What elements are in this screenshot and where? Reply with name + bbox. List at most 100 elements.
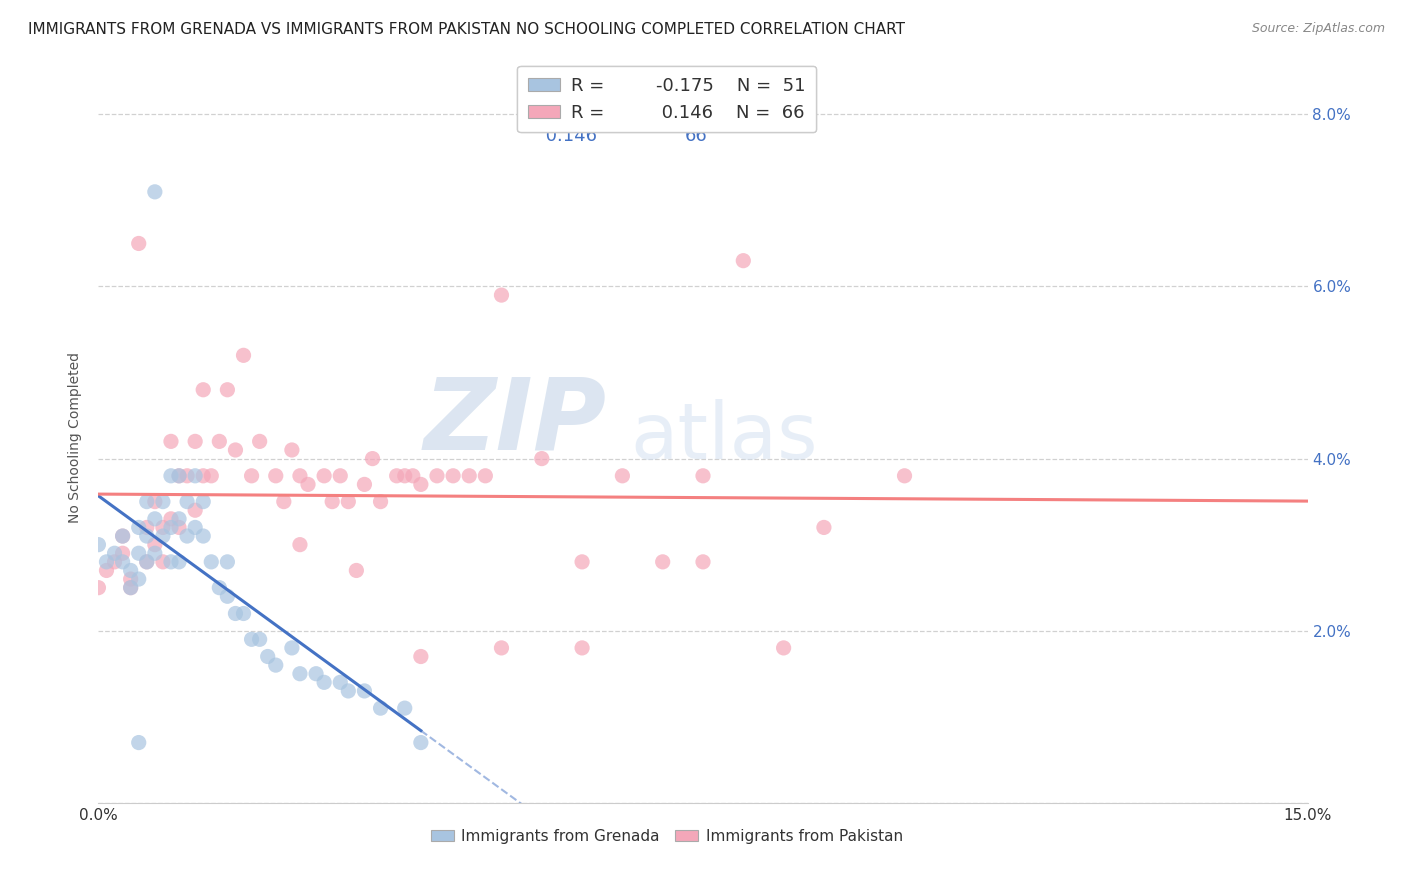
Point	[143, 494, 166, 508]
Point	[217, 589, 239, 603]
Point	[143, 538, 166, 552]
Point	[394, 701, 416, 715]
Point	[184, 503, 207, 517]
Point	[288, 538, 311, 552]
Point	[491, 640, 513, 655]
Point	[120, 564, 142, 578]
Point	[240, 468, 263, 483]
Point	[394, 468, 416, 483]
Point	[160, 520, 183, 534]
Point	[571, 555, 593, 569]
Point	[733, 253, 755, 268]
Point	[329, 675, 352, 690]
Point	[353, 477, 375, 491]
Point	[111, 555, 134, 569]
Point	[692, 468, 714, 483]
Point	[692, 555, 714, 569]
Point	[208, 434, 231, 449]
Point	[128, 735, 150, 749]
Point	[353, 684, 375, 698]
Point	[167, 520, 190, 534]
Point	[224, 442, 246, 457]
Point	[152, 529, 174, 543]
Point	[111, 529, 134, 543]
Point	[103, 555, 125, 569]
Text: Source: ZipAtlas.com: Source: ZipAtlas.com	[1251, 22, 1385, 36]
Point	[402, 468, 425, 483]
Point	[772, 640, 794, 655]
Text: -0.175: -0.175	[540, 95, 598, 112]
Point	[160, 555, 183, 569]
Point	[264, 658, 287, 673]
Point	[176, 468, 198, 483]
Point	[103, 546, 125, 560]
Point	[612, 468, 634, 483]
Point	[143, 546, 166, 560]
Point	[337, 684, 360, 698]
Point	[120, 581, 142, 595]
Point	[813, 520, 835, 534]
Point	[111, 546, 134, 560]
Point	[651, 555, 673, 569]
Point	[87, 538, 110, 552]
Point	[232, 348, 254, 362]
Point	[135, 520, 157, 534]
Point	[441, 468, 464, 483]
Point	[426, 468, 449, 483]
Point	[249, 434, 271, 449]
Point	[249, 632, 271, 647]
Point	[128, 546, 150, 560]
Point	[281, 640, 304, 655]
Point	[152, 494, 174, 508]
Point	[135, 555, 157, 569]
Point	[167, 468, 190, 483]
Point	[152, 520, 174, 534]
Text: atlas: atlas	[630, 399, 818, 475]
Point	[128, 236, 150, 251]
Point	[184, 520, 207, 534]
Point	[193, 468, 215, 483]
Point	[314, 675, 336, 690]
Text: 0.146: 0.146	[540, 127, 596, 145]
Point	[385, 468, 408, 483]
Point	[96, 564, 118, 578]
Point	[87, 581, 110, 595]
Point	[160, 434, 183, 449]
Point	[337, 494, 360, 508]
Point	[128, 572, 150, 586]
Point	[281, 442, 304, 457]
Point	[458, 468, 481, 483]
Legend: Immigrants from Grenada, Immigrants from Pakistan: Immigrants from Grenada, Immigrants from…	[425, 822, 908, 850]
Point	[217, 383, 239, 397]
Point	[135, 555, 157, 569]
Point	[184, 434, 207, 449]
Point	[240, 632, 263, 647]
Point	[409, 735, 432, 749]
Point	[491, 288, 513, 302]
Point	[321, 494, 343, 508]
Point	[200, 555, 222, 569]
Point	[571, 640, 593, 655]
Point	[893, 468, 915, 483]
Point	[409, 649, 432, 664]
Point	[143, 512, 166, 526]
Point	[152, 555, 174, 569]
Text: ZIP: ZIP	[423, 374, 606, 471]
Point	[208, 581, 231, 595]
Point	[361, 451, 384, 466]
Point	[135, 494, 157, 508]
Point	[143, 185, 166, 199]
Point	[160, 512, 183, 526]
Point	[160, 468, 183, 483]
Point	[370, 701, 392, 715]
Y-axis label: No Schooling Completed: No Schooling Completed	[69, 351, 83, 523]
Text: IMMIGRANTS FROM GRENADA VS IMMIGRANTS FROM PAKISTAN NO SCHOOLING COMPLETED CORRE: IMMIGRANTS FROM GRENADA VS IMMIGRANTS FR…	[28, 22, 905, 37]
Point	[273, 494, 295, 508]
Point	[135, 529, 157, 543]
Text: 51: 51	[685, 95, 707, 112]
Point	[305, 666, 328, 681]
Point	[193, 494, 215, 508]
Point	[167, 555, 190, 569]
Text: 66: 66	[685, 127, 707, 145]
Point	[288, 666, 311, 681]
